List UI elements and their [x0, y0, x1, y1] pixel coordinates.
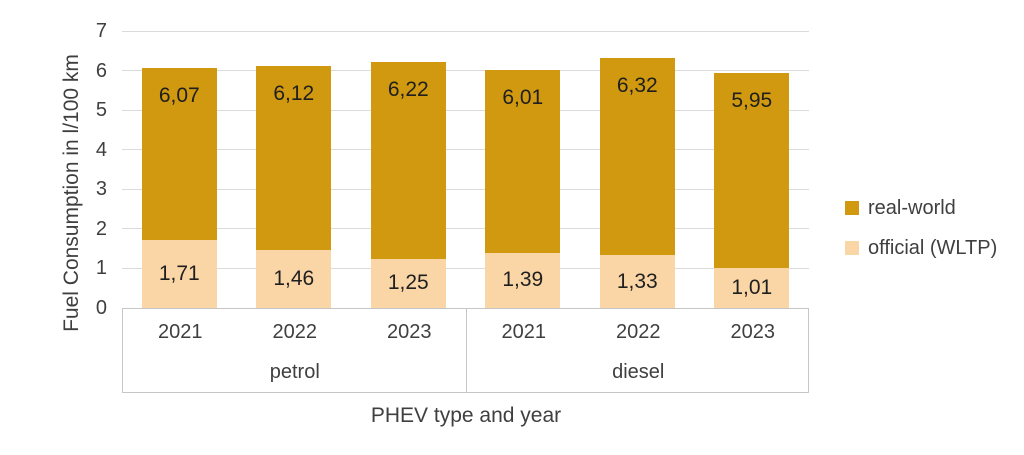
legend: real-world official (WLTP) — [845, 188, 997, 268]
y-tick-label-4: 4 — [95, 138, 107, 161]
year-label-1: 2022 — [272, 321, 318, 343]
gridline-5 — [122, 109, 809, 111]
group-divider-line — [466, 309, 467, 392]
y-tick-label-1: 1 — [95, 257, 107, 280]
data-label: 6,22 — [387, 77, 429, 101]
data-label: 1,25 — [387, 271, 429, 295]
legend-item: official (WLTP) — [845, 228, 997, 268]
data-label: 6,32 — [616, 73, 658, 97]
data-label: 5,95 — [731, 88, 773, 112]
bar-official-WLTP-1: 1,46 — [256, 250, 332, 308]
category-axis-box: 2021 2022 2023 2021 2022 2023 petrol diesel — [122, 308, 809, 393]
group-label-petrol: petrol — [269, 361, 320, 383]
gridline-6 — [122, 70, 809, 72]
bar-official-WLTP-4: 1,33 — [599, 255, 675, 308]
gridline-7 — [122, 30, 809, 32]
data-label: 1,01 — [731, 276, 773, 299]
legend-swatch-icon — [845, 201, 859, 215]
data-label: 1,46 — [273, 267, 315, 291]
year-label-4: 2022 — [616, 321, 661, 343]
legend-swatch-icon — [845, 241, 859, 255]
y-tick-label-7: 7 — [95, 20, 107, 42]
bar-official-WLTP-2: 1,25 — [370, 258, 446, 308]
legend-label: official (WLTP) — [868, 236, 998, 259]
gridline-2 — [122, 228, 809, 230]
gridline-4 — [122, 149, 809, 151]
data-label: 6,12 — [273, 81, 315, 105]
group-label-diesel: diesel — [612, 361, 665, 383]
bar-official-WLTP-5: 1,01 — [714, 268, 790, 308]
data-label: 6,07 — [158, 83, 200, 107]
bar-official-WLTP-3: 1,39 — [485, 252, 561, 308]
bar-official-WLTP-0: 1,71 — [141, 240, 217, 308]
legend-label: real-world — [868, 196, 956, 219]
y-tick-label-3: 3 — [95, 178, 107, 201]
gridline-1 — [122, 267, 809, 269]
year-label-0: 2021 — [158, 321, 203, 343]
legend-item: real-world — [845, 188, 997, 228]
x-axis-title: PHEV type and year — [370, 404, 562, 427]
year-label-2: 2023 — [387, 321, 432, 343]
year-label-5: 2023 — [730, 321, 776, 343]
y-tick-label-6: 6 — [95, 59, 107, 82]
gridline-3 — [122, 188, 809, 190]
y-tick-label-0: 0 — [95, 297, 107, 319]
year-label-3: 2021 — [501, 321, 547, 343]
data-label: 1,71 — [158, 262, 200, 286]
y-tick-label-2: 2 — [95, 217, 107, 240]
data-label: 1,39 — [502, 268, 544, 292]
data-label: 6,01 — [502, 86, 544, 110]
data-label: 1,33 — [616, 269, 658, 293]
y-tick-label-5: 5 — [95, 99, 107, 122]
